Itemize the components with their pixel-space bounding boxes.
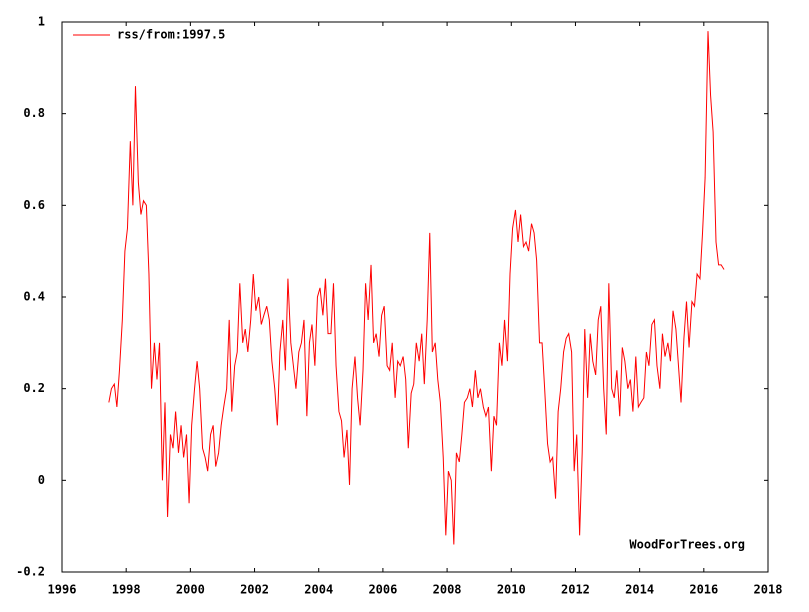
plot-area bbox=[61, 21, 769, 573]
y-tick-label: 1 bbox=[38, 15, 45, 29]
y-tick-label: 0.2 bbox=[23, 381, 45, 395]
y-tick-label: 0.4 bbox=[23, 290, 45, 304]
y-tick-label: 0 bbox=[38, 473, 45, 487]
y-tick-label: -0.2 bbox=[16, 565, 45, 579]
x-tick-label: 2012 bbox=[561, 583, 590, 597]
x-tick-label: 1996 bbox=[48, 583, 77, 597]
y-tick-label: 0.8 bbox=[23, 106, 45, 120]
x-tick-label: 2018 bbox=[754, 583, 783, 597]
x-tick-label: 1998 bbox=[112, 583, 141, 597]
x-tick-label: 2010 bbox=[497, 583, 526, 597]
x-tick-label: 2006 bbox=[368, 583, 397, 597]
x-tick-label: 2002 bbox=[240, 583, 269, 597]
legend-label: rss/from:1997.5 bbox=[117, 28, 225, 42]
x-tick-label: 2014 bbox=[625, 583, 654, 597]
y-tick-label: 0.6 bbox=[23, 198, 45, 212]
x-tick-label: 2008 bbox=[433, 583, 462, 597]
data-line bbox=[108, 31, 725, 545]
x-tick-label: 2016 bbox=[689, 583, 718, 597]
watermark: WoodForTrees.org bbox=[629, 538, 745, 552]
x-tick-label: 2000 bbox=[176, 583, 205, 597]
x-tick-label: 2004 bbox=[304, 583, 333, 597]
